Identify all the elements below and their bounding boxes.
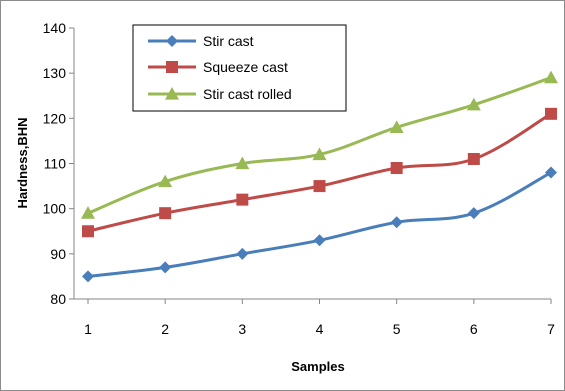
data-point (236, 193, 249, 206)
data-point (390, 216, 403, 229)
x-tick-label: 3 (238, 321, 246, 337)
series-3 (81, 70, 558, 219)
legend-marker (165, 87, 179, 100)
y-tick-label: 80 (50, 291, 66, 307)
x-axis-title: Samples (291, 359, 344, 374)
y-tick-label: 130 (43, 65, 67, 81)
data-point (545, 107, 557, 120)
x-axis-ticks: 1 2 3 4 5 6 7 (84, 299, 555, 337)
legend-label: Stir cast rolled (203, 86, 292, 102)
data-point (467, 207, 480, 220)
x-tick-label: 4 (316, 321, 324, 337)
y-tick-label: 140 (43, 20, 67, 36)
y-tick-label: 100 (43, 201, 67, 217)
legend-item-1: Stir cast (148, 33, 254, 49)
data-point (467, 152, 480, 165)
series-1 (82, 166, 557, 283)
data-point (82, 225, 94, 238)
x-tick-label: 1 (84, 321, 92, 337)
y-axis-ticks: 80 90 100 110 120 130 140 (43, 20, 74, 307)
y-tick-label: 90 (50, 246, 66, 262)
series-2 (82, 107, 557, 238)
legend-marker (166, 35, 178, 47)
data-point (313, 180, 326, 193)
data-point (312, 147, 327, 161)
y-tick-label: 110 (44, 156, 67, 172)
series-layer (81, 70, 558, 283)
x-tick-label: 2 (161, 321, 169, 337)
data-point (544, 70, 558, 84)
y-axis-title: Hardness,BHN (15, 117, 30, 208)
data-point (390, 162, 403, 175)
legend-label: Stir cast (203, 33, 254, 49)
legend-label: Squeeze cast (203, 59, 288, 75)
data-point (82, 270, 94, 283)
data-point (466, 97, 481, 111)
data-point (81, 206, 95, 219)
data-point (159, 261, 172, 274)
series-line (87, 112, 552, 233)
legend-marker (166, 61, 178, 73)
x-tick-label: 6 (470, 321, 478, 337)
legend: Stir cast Squeeze cast Stir cast rolled (132, 24, 347, 112)
x-tick-label: 5 (393, 321, 401, 337)
x-tick-label: 7 (547, 321, 555, 337)
legend-item-2: Squeeze cast (148, 59, 288, 75)
data-point (389, 120, 404, 133)
data-point (313, 234, 326, 247)
data-point (158, 174, 173, 188)
legend-item-3: Stir cast rolled (148, 86, 292, 102)
data-point (236, 247, 249, 260)
y-tick-label: 120 (43, 110, 67, 126)
data-point (235, 156, 250, 170)
data-point (545, 166, 557, 179)
data-point (159, 207, 172, 220)
